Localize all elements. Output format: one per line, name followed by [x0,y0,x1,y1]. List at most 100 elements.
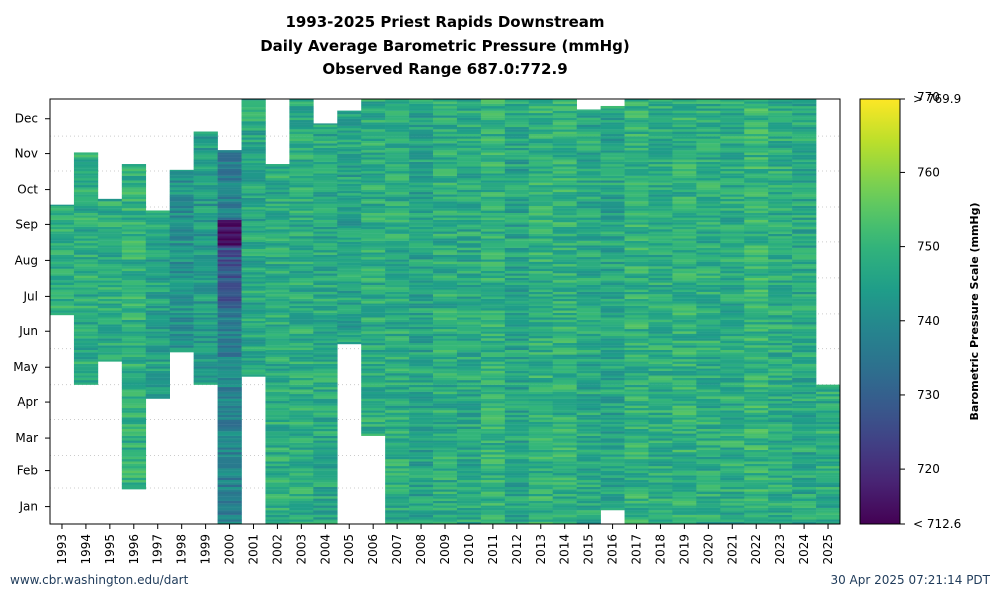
heatmap-cell-2002 [265,164,290,167]
heatmap-cell-2019 [672,393,697,397]
heatmap-cell-2012 [504,187,530,190]
heatmap-cell-2017 [624,259,649,262]
heatmap-cell-2003 [289,363,314,367]
heatmap-cell-2018 [648,335,673,339]
heatmap-cell-2009 [433,287,458,290]
heatmap-cell-2011 [480,268,506,272]
heatmap-cell-2007 [385,280,410,283]
heatmap-cell-2001 [241,348,266,352]
heatmap-cell-2008 [409,159,434,162]
heatmap-cell-2002 [265,447,290,450]
heatmap-cell-2003 [289,340,314,344]
heatmap-cell-2010 [456,124,482,128]
heatmap-cell-2000 [217,252,242,255]
heatmap-cell-2011 [480,103,506,107]
heatmap-cell-2022 [744,335,769,339]
heatmap-cell-2022 [744,517,769,520]
heatmap-cell-2013 [528,194,554,197]
heatmap-cell-2017 [624,294,649,297]
heatmap-cell-1994 [73,363,99,367]
heatmap-cell-1999 [193,342,218,346]
heatmap-cell-2004 [313,514,338,518]
heatmap-cell-2008 [409,324,434,327]
heatmap-cell-2014 [552,161,577,165]
heatmap-cell-2002 [265,391,290,395]
heatmap-cell-1998 [169,240,194,244]
heatmap-cell-2017 [624,354,649,357]
heatmap-cell-2021 [720,194,745,197]
heatmap-cell-2013 [528,152,554,155]
heatmap-cell-2024 [792,363,817,367]
heatmap-cell-2020 [696,310,721,313]
heatmap-cell-2002 [265,217,290,220]
heatmap-cell-2011 [480,173,506,176]
heatmap-cell-2024 [792,452,817,455]
heatmap-cell-2020 [696,143,721,146]
heatmap-cell-2004 [313,180,338,183]
heatmap-cell-2022 [744,412,769,416]
heatmap-cell-2014 [552,461,577,464]
heatmap-cell-2008 [409,284,434,288]
heatmap-cell-2003 [289,428,314,432]
heatmap-cell-1999 [193,201,218,204]
heatmap-cell-2008 [409,475,434,478]
heatmap-cell-1996 [121,247,147,251]
heatmap-cell-2013 [528,198,554,202]
heatmap-cell-2012 [504,410,530,413]
heatmap-cell-2013 [528,328,554,332]
heatmap-cell-2006 [361,375,386,378]
heatmap-cell-1999 [193,261,218,265]
heatmap-cell-2007 [385,345,410,348]
heatmap-cell-2011 [480,170,506,174]
heatmap-cell-2022 [744,445,769,448]
heatmap-cell-1993 [50,305,75,309]
heatmap-cell-2000 [217,331,242,334]
heatmap-cell-2019 [672,356,697,360]
heatmap-cell-2022 [744,145,769,148]
heatmap-cell-2012 [504,396,530,399]
heatmap-cell-2024 [792,517,817,520]
heatmap-cell-2002 [265,424,290,427]
heatmap-cell-2010 [456,352,482,355]
heatmap-cell-2019 [672,161,697,165]
heatmap-cell-2011 [480,259,506,262]
heatmap-cell-2021 [720,154,745,158]
heatmap-cell-2010 [456,486,482,490]
heatmap-cell-2000 [217,294,242,297]
heatmap-cell-2014 [552,465,577,469]
heatmap-cell-2015 [576,335,601,339]
heatmap-cell-2003 [289,505,314,508]
heatmap-cell-2017 [624,129,649,132]
heatmap-cell-2000 [217,405,242,409]
heatmap-cell-2015 [576,482,601,485]
heatmap-cell-2012 [504,152,530,155]
heatmap-cell-1995 [97,282,123,285]
heatmap-cell-2013 [528,442,554,446]
heatmap-cell-2023 [768,458,793,462]
heatmap-cell-2020 [696,445,721,448]
heatmap-cell-2001 [241,130,266,133]
heatmap-cell-2010 [456,447,482,450]
heatmap-cell-2012 [504,115,530,118]
heatmap-cell-2014 [552,224,577,227]
heatmap-cell-2009 [433,180,458,183]
heatmap-cell-2012 [504,236,530,239]
heatmap-cell-2022 [744,152,769,155]
heatmap-cell-2006 [361,400,386,404]
heatmap-cell-2021 [720,393,745,397]
heatmap-cell-1997 [145,289,170,292]
heatmap-cell-2020 [696,400,721,404]
heatmap-cell-2003 [289,252,314,255]
heatmap-cell-2013 [528,203,554,207]
heatmap-cell-2012 [504,349,530,353]
heatmap-cell-2013 [528,249,554,253]
heatmap-cell-1999 [193,164,218,167]
heatmap-cell-2019 [672,419,697,423]
heatmap-cell-1996 [121,317,147,320]
heatmap-cell-2016 [600,356,625,360]
heatmap-cell-2024 [792,140,817,144]
heatmap-cell-2016 [600,412,625,416]
heatmap-cell-2010 [456,233,482,237]
heatmap-cell-2010 [456,356,482,360]
heatmap-cell-2008 [409,184,434,188]
